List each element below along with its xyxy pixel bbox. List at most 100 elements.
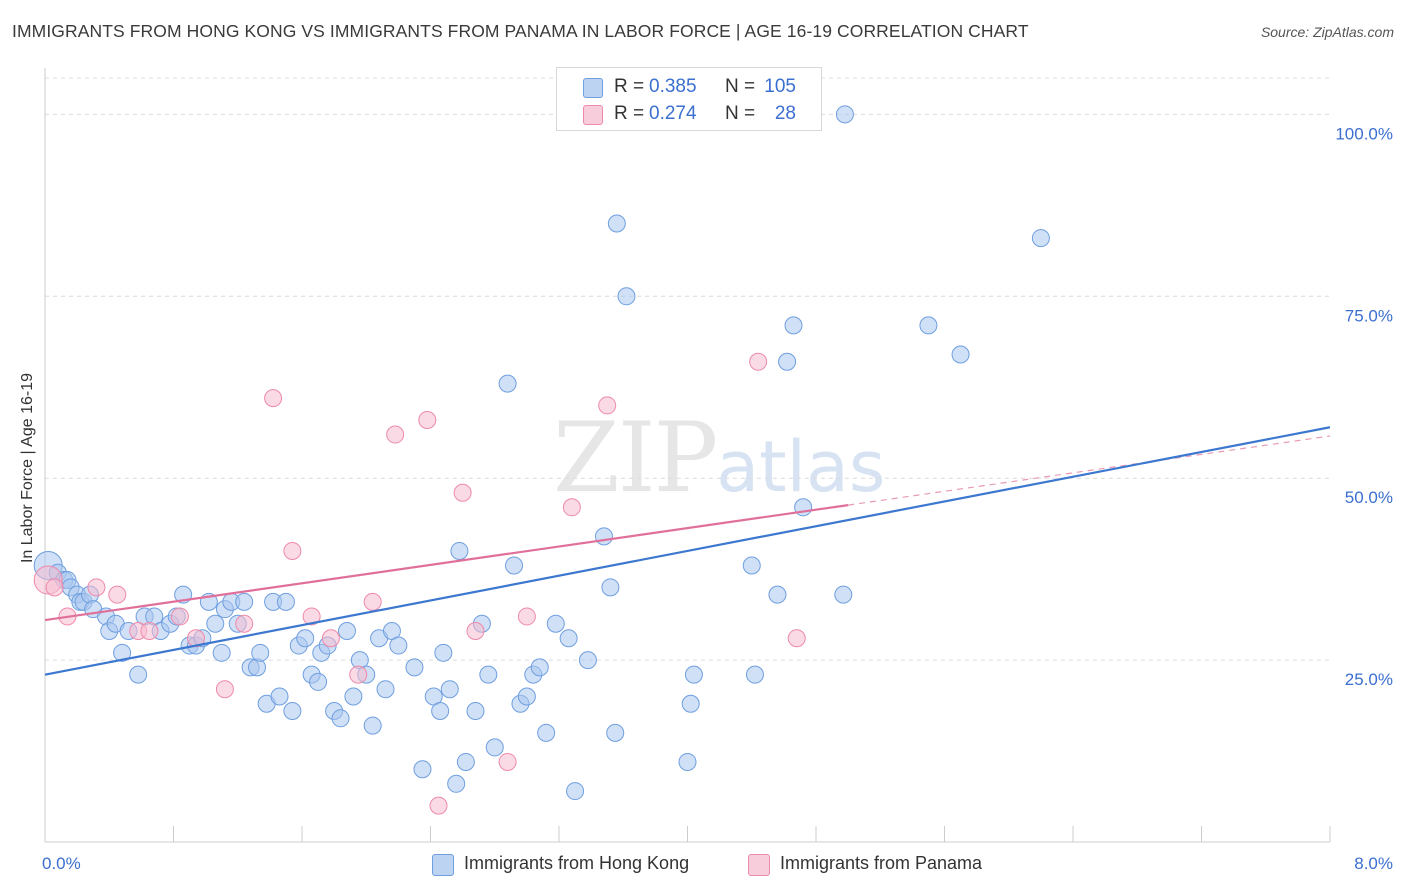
hong-kong-point (235, 592, 254, 611)
r-label: R = (614, 103, 645, 124)
hong-kong-point (296, 629, 315, 648)
x-tick-label: 0.0% (42, 854, 81, 873)
hong-kong-point (778, 352, 797, 371)
hong-kong-point (447, 774, 466, 793)
hong-kong-point (431, 702, 450, 721)
hong-kong-point (309, 672, 328, 691)
hong-kong-point (206, 614, 225, 633)
hong-kong-point (456, 752, 475, 771)
hong-kong-point (607, 214, 626, 233)
hong-kong-point (919, 316, 938, 335)
panama-point (418, 410, 437, 429)
legend-label: Immigrants from Hong Kong (464, 853, 690, 873)
series-legend: Immigrants from Hong Kong Immigrants fro… (0, 851, 1406, 879)
hong-kong-point (389, 636, 408, 655)
hong-kong-point (363, 716, 382, 735)
hong-kong-point (434, 643, 453, 662)
panama-point (170, 607, 189, 626)
hong-kong-point (113, 643, 132, 662)
panama-point (749, 352, 768, 371)
panama-point (302, 607, 321, 626)
y-tick-label: 75.0% (1345, 306, 1393, 325)
hong-kong-point (466, 702, 485, 721)
hong-kong-point (559, 629, 578, 648)
hong-kong-point (684, 665, 703, 684)
panama-point (215, 680, 234, 699)
hong-kong-trend-line (44, 426, 1331, 676)
hong-kong-point (276, 592, 295, 611)
hong-kong-swatch (432, 854, 454, 876)
panama-swatch (748, 854, 770, 876)
n-value: 28 (774, 103, 796, 124)
hong-kong-point (745, 665, 764, 684)
panama-point (466, 621, 485, 640)
hong-kong-point (606, 723, 625, 742)
panama-point (562, 498, 581, 517)
r-value: 0.274 (649, 103, 697, 124)
hong-kong-point (212, 643, 231, 662)
n-label: N = (725, 76, 756, 97)
n-value: 105 (764, 76, 796, 97)
panama-point (321, 629, 340, 648)
hong-kong-point (566, 782, 585, 801)
stats-legend: R = 0.385 N = 105 R = 0.274 N = 28 (556, 67, 822, 131)
hong-kong-point (784, 316, 803, 335)
hong-kong-point (485, 738, 504, 757)
hong-kong-point (440, 680, 459, 699)
hong-kong-point (498, 374, 517, 393)
y-tick-label: 100.0% (1335, 124, 1393, 143)
hong-kong-point (601, 578, 620, 597)
hong-kong-swatch (583, 78, 603, 98)
hong-kong-point (283, 702, 302, 721)
hong-kong-point (248, 658, 267, 677)
hong-kong-point (505, 556, 524, 575)
hong-kong-point (530, 658, 549, 677)
panama-trend-line (44, 504, 849, 622)
panama-point (45, 578, 64, 597)
panama-point (186, 629, 205, 648)
hong-kong-point (1031, 229, 1050, 248)
hong-kong-point (835, 105, 854, 124)
hong-kong-point (617, 287, 636, 306)
y-tick-label: 50.0% (1345, 488, 1393, 507)
panama-point (235, 614, 254, 633)
hong-kong-point (344, 687, 363, 706)
hong-kong-point (681, 694, 700, 713)
hong-kong-point (951, 345, 970, 364)
watermark: ZIPatlas (553, 402, 885, 514)
panama-point (386, 425, 405, 444)
hong-kong-point (594, 527, 613, 546)
panama-point (787, 629, 806, 648)
panama-swatch (583, 105, 603, 125)
chart-title: IMMIGRANTS FROM HONG KONG VS IMMIGRANTS … (12, 21, 1029, 41)
hong-kong-point (479, 665, 498, 684)
panama-point (264, 389, 283, 408)
y-axis-label: In Labor Force | Age 16-19 (19, 372, 36, 564)
hong-kong-point (413, 760, 432, 779)
y-tick-label: 25.0% (1345, 670, 1393, 689)
panama-point (429, 796, 448, 815)
panama-trend-extension (848, 435, 1331, 506)
stats-legend-row-panama: R = 0.274 N = 28 (557, 101, 821, 127)
panama-point (453, 483, 472, 502)
hong-kong-point (768, 585, 787, 604)
n-label: N = (725, 103, 756, 124)
stats-legend-row-hong-kong: R = 0.385 N = 105 (557, 74, 821, 100)
hong-kong-point (742, 556, 761, 575)
panama-point (363, 592, 382, 611)
hong-kong-point (537, 723, 556, 742)
hong-kong-point (331, 709, 350, 728)
panama-point (283, 541, 302, 560)
panama-point (349, 665, 368, 684)
r-value: 0.385 (649, 76, 697, 97)
hong-kong-point (270, 687, 289, 706)
hong-kong-point (405, 658, 424, 677)
watermark-zip: ZIP (553, 402, 718, 514)
legend-label: Immigrants from Panama (780, 853, 983, 873)
hong-kong-point (546, 614, 565, 633)
source-label: Source: ZipAtlas.com (1260, 24, 1394, 40)
watermark-atlas: atlas (716, 426, 886, 508)
panama-point (598, 396, 617, 415)
hong-kong-point (834, 585, 853, 604)
